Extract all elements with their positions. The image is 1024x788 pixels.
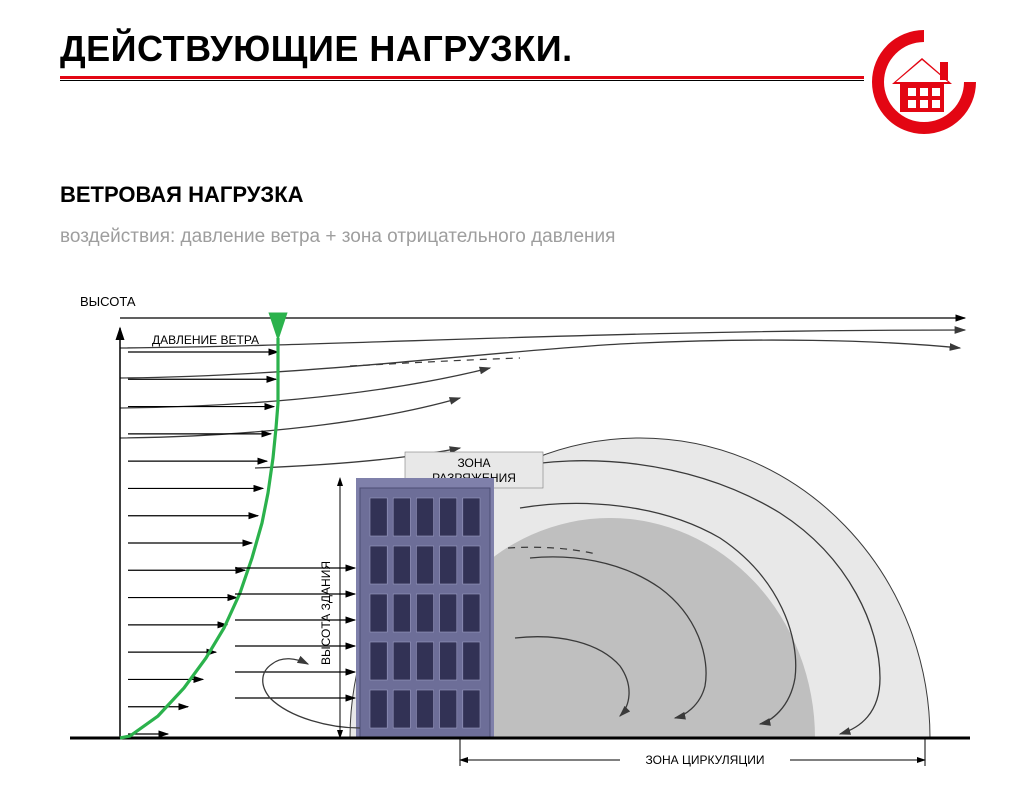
section-subtitle: ВЕТРОВАЯ НАГРУЗКА [60,182,984,208]
header: ДЕЙСТВУЮЩИЕ НАГРУЗКИ. [60,28,984,142]
title-underline [60,76,864,80]
logo-icon [864,22,984,142]
svg-text:ЗОНА: ЗОНА [457,456,490,470]
svg-text:ВЫСОТА ЗДАНИЯ: ВЫСОТА ЗДАНИЯ [319,561,333,665]
page-title: ДЕЙСТВУЮЩИЕ НАГРУЗКИ. [60,28,864,70]
wind-load-diagram: ЗОНАРАЗРЯЖЕНИЯВЫСОТАДАВЛЕНИЕ ВЕТРАВЫСОТА… [60,258,980,788]
svg-text:ДАВЛЕНИЕ ВЕТРА: ДАВЛЕНИЕ ВЕТРА [152,333,259,347]
section-description: воздействия: давление ветра + зона отриц… [60,226,984,248]
svg-text:ЗОНА ЦИРКУЛЯЦИИ: ЗОНА ЦИРКУЛЯЦИИ [646,753,765,767]
svg-text:ВЫСОТА: ВЫСОТА [80,294,136,309]
